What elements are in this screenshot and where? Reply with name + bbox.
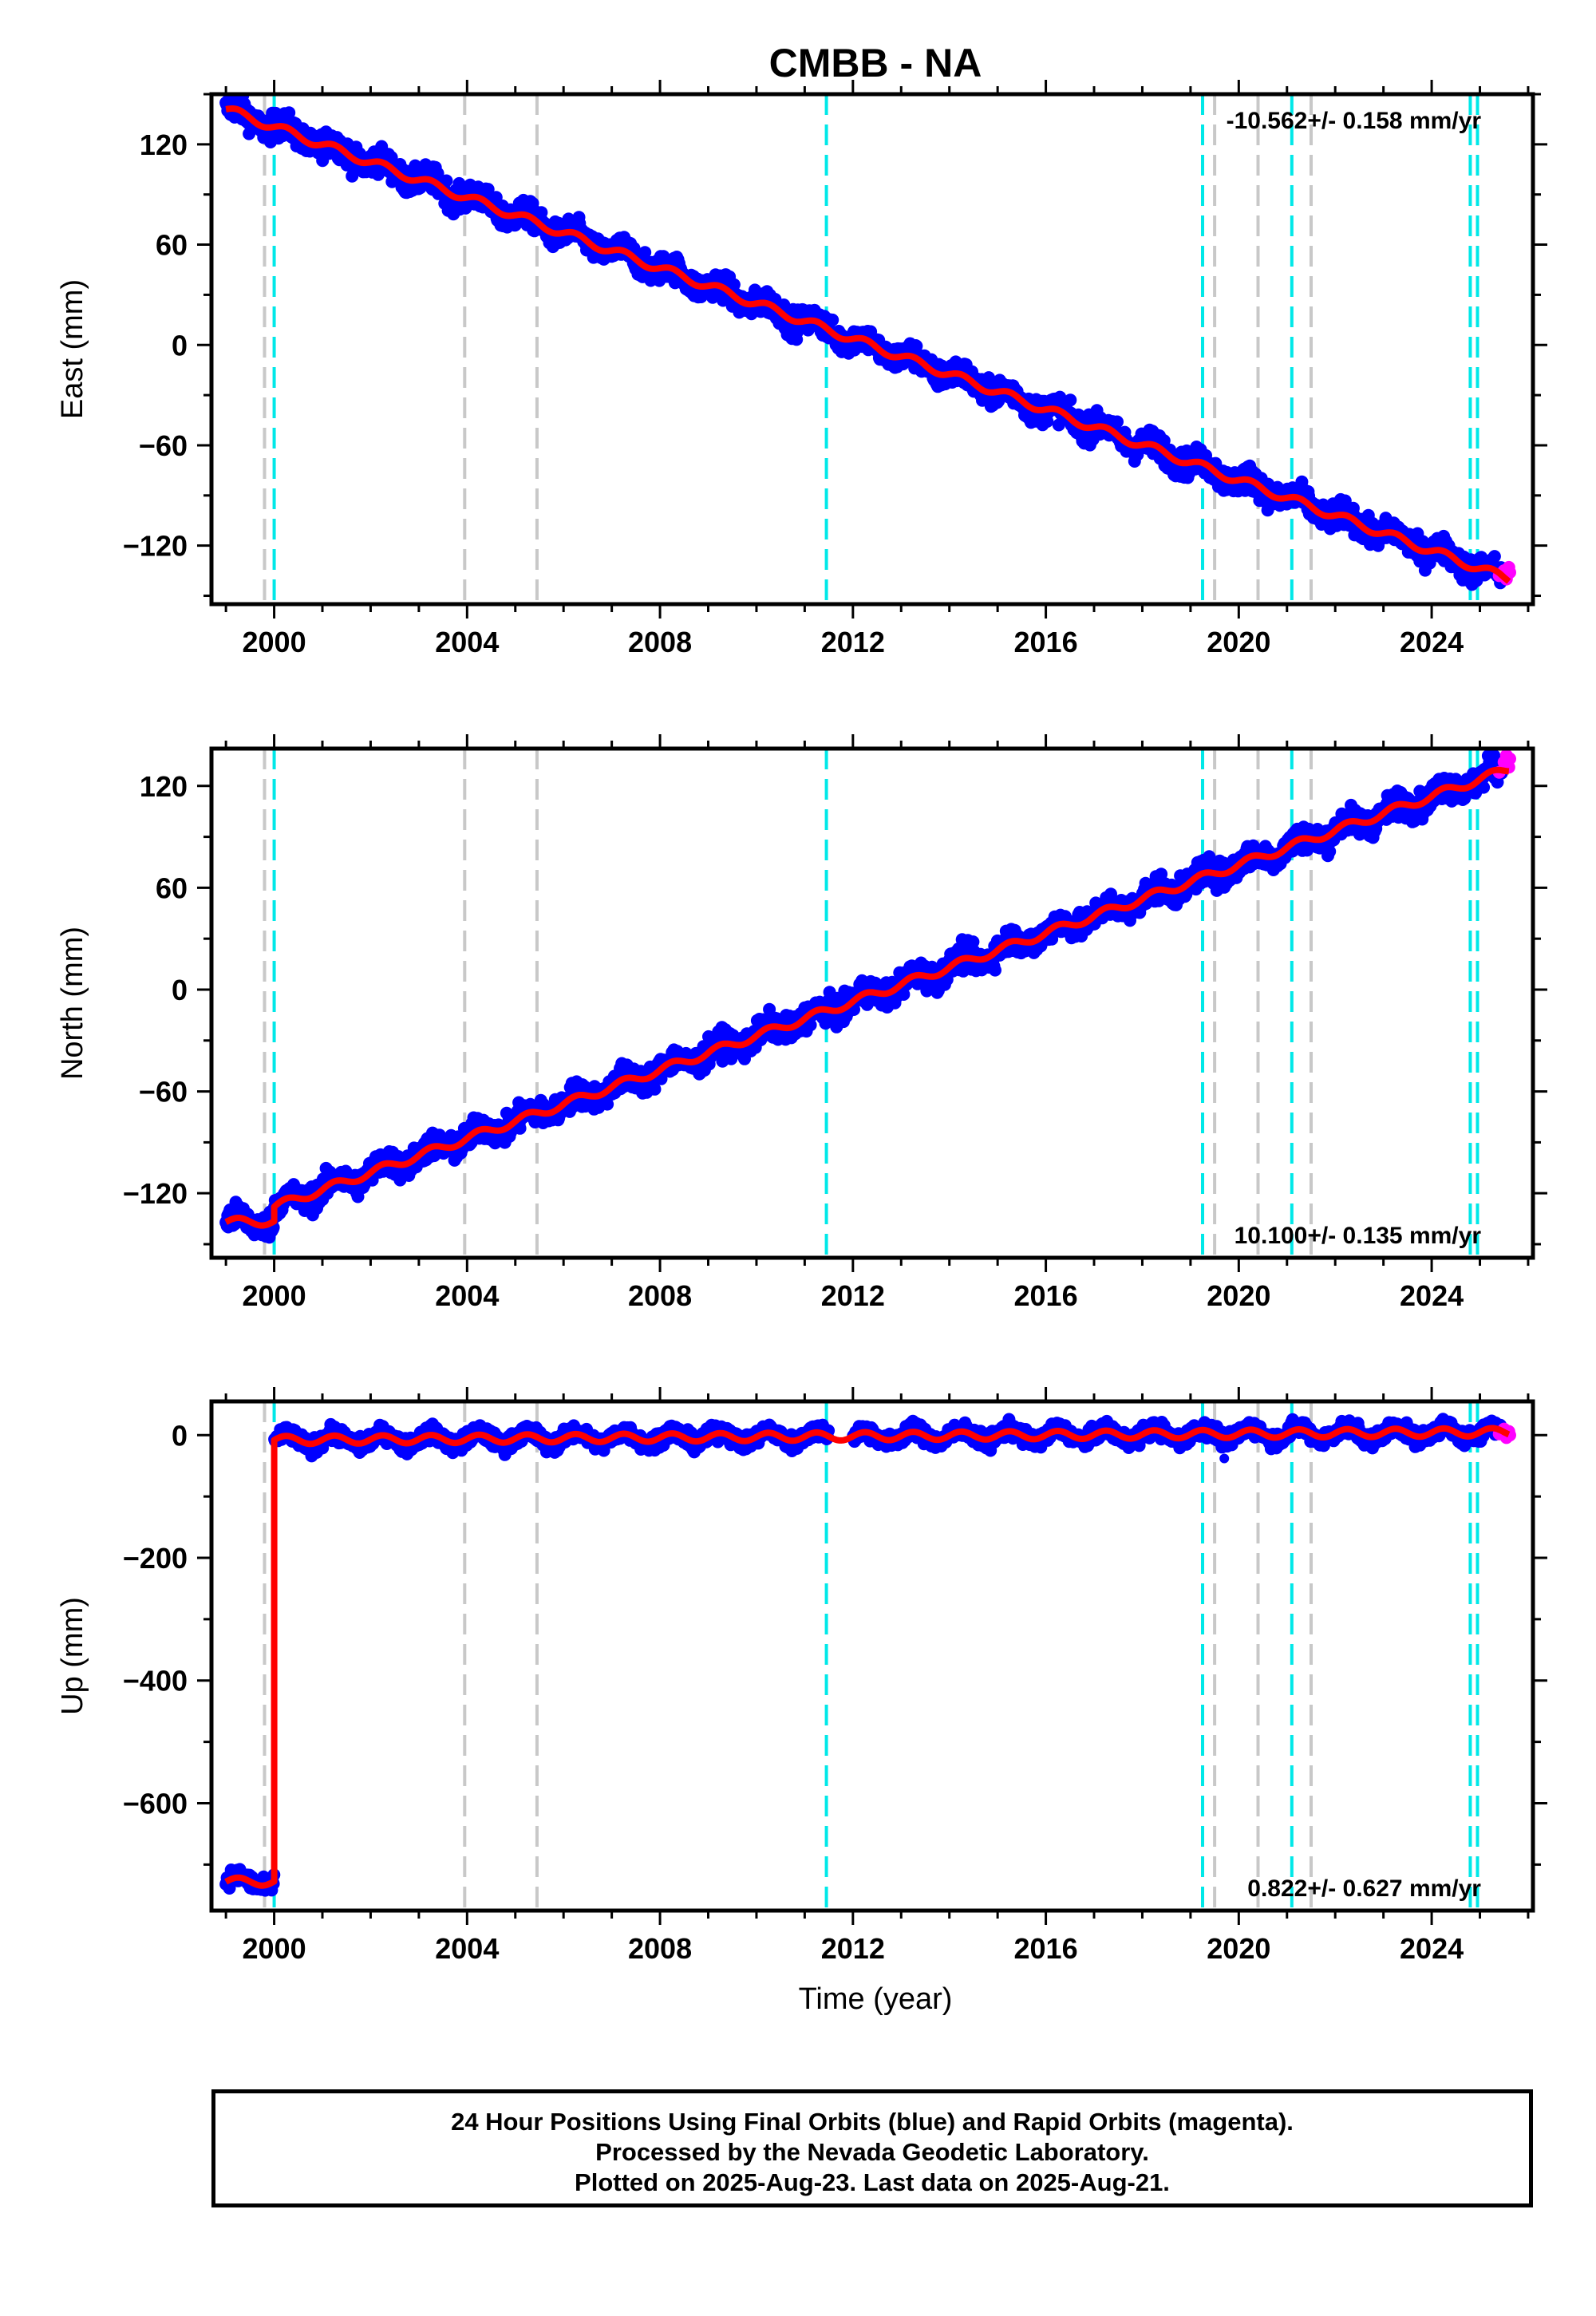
final-orbit-point (989, 963, 1001, 977)
final-orbit-point (431, 167, 444, 180)
x-tick-label: 2008 (628, 1279, 692, 1312)
y-axis-label: North (mm) (56, 927, 89, 1080)
x-tick-label: 2012 (821, 626, 885, 658)
x-tick-label: 2024 (1400, 1279, 1464, 1312)
y-tick-label: −60 (139, 429, 188, 462)
model-fit-line (223, 105, 1511, 584)
x-tick-label: 2000 (243, 626, 306, 658)
plot-frame (209, 92, 1535, 607)
final-orbit-point (1064, 393, 1077, 407)
velocity-label: 10.100+/- 0.135 mm/yr (1235, 1223, 1482, 1249)
x-tick-label: 2020 (1207, 1279, 1270, 1312)
x-axis-label: Time (year) (799, 1982, 953, 2016)
final-orbit-point (440, 174, 453, 188)
panel-up: 2000 2004 2008 2012 2016 2020 20240−200−400−60… (56, 1387, 1547, 1965)
x-tick-label: 2008 (628, 626, 692, 658)
x-tick-label: 2016 (1014, 626, 1078, 658)
x-tick-label: 2024 (1400, 626, 1464, 658)
final-orbit-point (282, 106, 296, 120)
x-tick-label: 2016 (1014, 1279, 1078, 1312)
y-tick-label: 0 (172, 329, 188, 362)
y-tick-label: −120 (123, 1177, 188, 1210)
plot-area (219, 749, 1516, 1258)
y-tick-label: −120 (123, 530, 188, 563)
final-orbit-point (638, 246, 652, 259)
panel-north: 2000 2004 2008 2012 2016 2020 2024 120 60 0 −60 −12… (56, 734, 1547, 1312)
y-tick-label: −60 (139, 1076, 188, 1109)
x-tick-label: 2020 (1207, 626, 1270, 658)
final-orbit-point (1111, 415, 1124, 429)
y-axis-label: East (mm) (56, 279, 89, 419)
y-tick-label: 120 (140, 128, 188, 161)
plot-area (219, 94, 1516, 604)
panels-group: 2000 2004 2008 2012 2016 2020 2024 120 60 0 −60 −12… (56, 80, 1547, 1965)
chart-title: CMBB - NA (769, 41, 982, 85)
y-tick-label: 60 (156, 871, 188, 904)
final-orbit-point (826, 313, 839, 326)
y-tick-label: 120 (140, 770, 188, 803)
x-tick-label: 2012 (821, 1279, 885, 1312)
x-tick-label: 2004 (435, 626, 499, 658)
velocity-label: -10.562+/- 0.158 mm/yr (1227, 108, 1482, 134)
y-tick-label: 60 (156, 229, 188, 262)
final-orbit-point (1487, 550, 1501, 563)
final-orbit-point (982, 371, 995, 385)
x-tick-label: 2000 (243, 1279, 306, 1312)
panel-east: 2000 2004 2008 2012 2016 2020 2024 120 60 0 −60 −12… (56, 80, 1547, 658)
y-tick-label: 0 (172, 974, 188, 1006)
x-tick-label: 2004 (435, 1279, 499, 1312)
final-orbit-point (481, 183, 495, 196)
final-orbit-points (219, 1413, 1508, 1897)
plot-area (219, 1401, 1516, 1911)
rapid-orbit-point (1503, 752, 1516, 765)
